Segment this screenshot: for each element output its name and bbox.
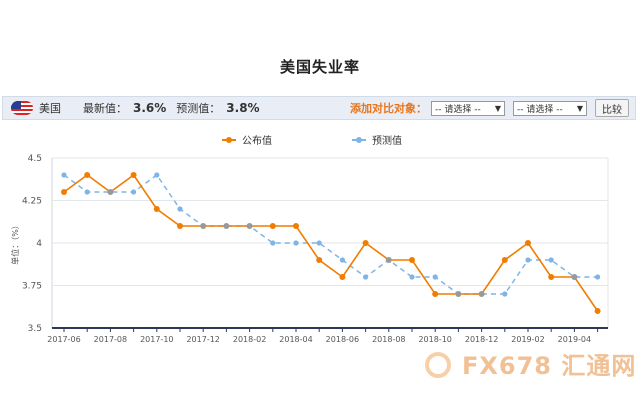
y-axis-title: 单位：（%） bbox=[10, 221, 20, 265]
chevron-down-icon: ▼ bbox=[576, 103, 583, 113]
x-tick-label: 2018-08 bbox=[372, 335, 405, 344]
forecast-point bbox=[177, 206, 183, 212]
forecast-point bbox=[409, 274, 415, 280]
forecast-value-label: 预测值： bbox=[176, 102, 221, 115]
watermark-text: FX678 汇通网 bbox=[462, 352, 637, 380]
actual-point bbox=[177, 223, 183, 229]
x-tick-label: 2018-12 bbox=[465, 335, 498, 344]
us-flag-icon bbox=[11, 101, 33, 115]
forecast-point bbox=[432, 274, 438, 280]
chevron-down-icon: ▼ bbox=[494, 103, 501, 113]
forecast-value: 3.8% bbox=[226, 101, 260, 115]
compare-select-1[interactable]: -- 请选择 -- ▼ bbox=[431, 100, 505, 116]
overlap-point bbox=[478, 291, 485, 297]
overlap-point bbox=[571, 274, 578, 280]
forecast-point bbox=[339, 257, 345, 263]
overlap-point bbox=[200, 223, 207, 229]
overlap-point bbox=[223, 223, 230, 229]
legend-forecast-swatch bbox=[352, 136, 366, 144]
actual-point bbox=[594, 308, 601, 314]
indicator-toolbar: 美国 最新值： 3.6% 预测值： 3.8% 添加对比对象： -- 请选择 --… bbox=[2, 96, 636, 120]
y-tick-label: 4.25 bbox=[22, 197, 42, 207]
x-tick-label: 2019-02 bbox=[511, 335, 544, 344]
actual-point bbox=[501, 257, 508, 263]
compare-select-1-value: -- 请选择 -- bbox=[435, 104, 481, 115]
x-tick-label: 2019-04 bbox=[558, 335, 591, 344]
x-tick-label: 2018-06 bbox=[326, 335, 359, 344]
actual-point bbox=[130, 172, 137, 178]
forecast-point bbox=[293, 240, 299, 246]
y-tick-label: 3.5 bbox=[28, 324, 42, 334]
compare-button[interactable]: 比较 bbox=[595, 99, 629, 117]
legend-forecast-label: 预测值 bbox=[372, 136, 402, 147]
x-tick-label: 2018-10 bbox=[418, 335, 451, 344]
watermark-logo-icon bbox=[425, 352, 451, 378]
x-tick-label: 2018-04 bbox=[279, 335, 312, 344]
forecast-point bbox=[270, 240, 276, 246]
forecast-point bbox=[61, 172, 67, 178]
forecast-point bbox=[363, 274, 369, 280]
compare-select-2-value: -- 请选择 -- bbox=[517, 104, 563, 115]
y-tick-label: 4.5 bbox=[28, 154, 42, 164]
legend-actual-label: 公布值 bbox=[242, 136, 272, 147]
actual-point bbox=[339, 274, 346, 280]
actual-point bbox=[61, 189, 67, 195]
forecast-point bbox=[595, 274, 601, 280]
y-tick-label: 3.75 bbox=[22, 282, 42, 292]
y-tick-label: 4 bbox=[36, 239, 42, 249]
page-title: 美国失业率 bbox=[279, 58, 360, 76]
forecast-series-line bbox=[63, 173, 598, 295]
actual-point bbox=[84, 172, 91, 178]
actual-point bbox=[153, 206, 160, 212]
actual-point bbox=[525, 240, 531, 246]
actual-point bbox=[316, 257, 323, 263]
forecast-point bbox=[154, 172, 160, 178]
compare-select-2[interactable]: -- 请选择 -- ▼ bbox=[513, 100, 587, 116]
actual-point bbox=[293, 223, 299, 229]
forecast-point bbox=[316, 240, 322, 246]
latest-value-label: 最新值： bbox=[83, 102, 127, 115]
forecast-point bbox=[548, 257, 554, 263]
actual-point bbox=[362, 240, 369, 246]
actual-point bbox=[432, 291, 439, 297]
overlap-point bbox=[246, 223, 253, 229]
legend-item-actual[interactable]: 公布值 bbox=[222, 132, 272, 147]
actual-series-line bbox=[63, 173, 599, 312]
overlap-point bbox=[385, 257, 392, 263]
overlap-point bbox=[455, 291, 462, 297]
x-tick-label: 2017-10 bbox=[140, 335, 173, 344]
x-tick-label: 2018-02 bbox=[233, 335, 266, 344]
x-tick-label: 2017-06 bbox=[47, 335, 80, 344]
actual-point bbox=[269, 223, 276, 229]
compare-label: 添加对比对象： bbox=[350, 102, 427, 115]
legend-item-forecast[interactable]: 预测值 bbox=[352, 132, 402, 147]
latest-value: 3.6% bbox=[133, 101, 167, 115]
actual-point bbox=[548, 274, 555, 280]
forecast-point bbox=[502, 291, 508, 297]
actual-point bbox=[409, 257, 415, 263]
x-tick-label: 2017-12 bbox=[186, 335, 219, 344]
forecast-point bbox=[131, 189, 137, 195]
x-tick-label: 2017-08 bbox=[94, 335, 127, 344]
country-label: 美国 bbox=[39, 102, 61, 115]
forecast-point bbox=[525, 257, 531, 263]
overlap-point bbox=[107, 189, 114, 195]
legend-actual-swatch bbox=[222, 136, 236, 144]
forecast-point bbox=[84, 189, 90, 195]
